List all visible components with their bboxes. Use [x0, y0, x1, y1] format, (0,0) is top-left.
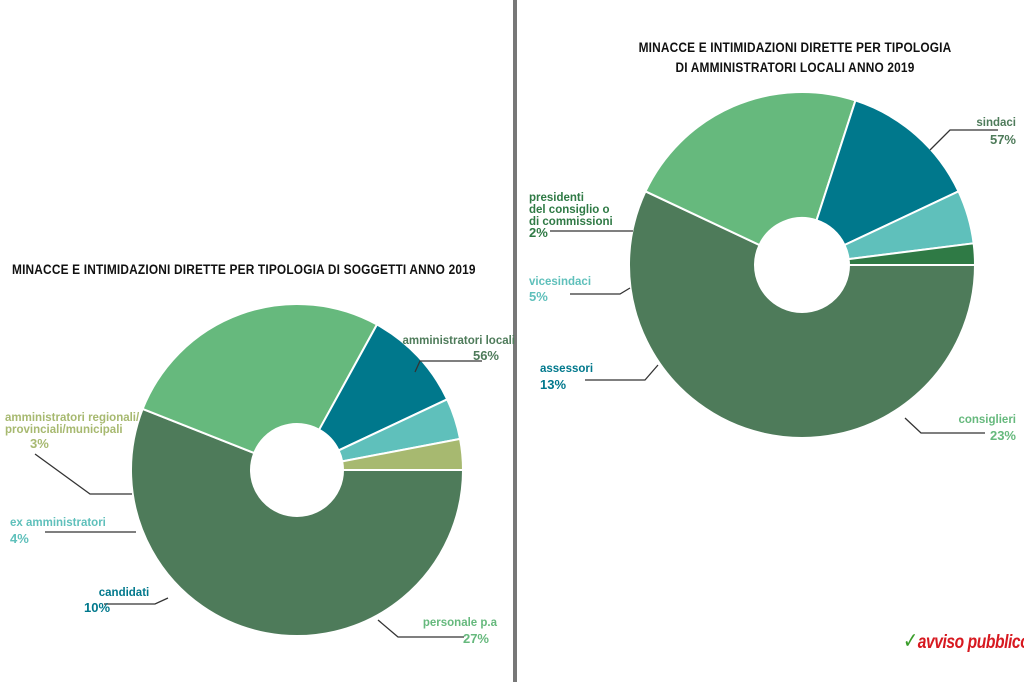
chart2-slice-5-name-line-3: di commissioni: [529, 216, 613, 228]
check-mark-icon: ✓: [903, 628, 918, 653]
chart2-slice-5-name-line-1: presidenti: [529, 192, 584, 204]
chart1-slice-1-value: 56%: [473, 348, 499, 363]
chart1-slice-2-value: 27%: [463, 631, 489, 646]
chart2-slice-2-value: 23%: [990, 428, 1016, 443]
chart2-title-line-2: DI AMMINISTRATORI LOCALI ANNO 2019: [675, 60, 915, 75]
panel-divider: [513, 0, 517, 682]
chart2-slice-3: [815, 99, 960, 247]
chart1-slice-1: [130, 407, 465, 637]
chart1-slice-2-name: personale p.a: [423, 617, 498, 629]
chart2-slice-2-name: consiglieri: [958, 414, 1016, 426]
chart2-slice-1: [628, 190, 977, 439]
chart2-slice-2: [644, 91, 857, 247]
chart1-slice-3-name: candidati: [99, 587, 149, 599]
chart1-leader-line-1: [414, 360, 482, 373]
chart2-slice-1-value: 57%: [990, 132, 1016, 147]
chart2-donut: [628, 91, 977, 439]
chart2-leader-line-2: [904, 417, 985, 434]
chart1-slice-5: [341, 437, 465, 471]
chart2-leader-line-4: [570, 287, 631, 295]
avviso-pubblico-logo: ✓avviso pubblico: [903, 628, 1024, 654]
chart2-slice-4-value: 5%: [529, 289, 548, 304]
chart1-slice-5-name-line-2: provinciali/municipali: [5, 424, 123, 436]
chart1-slice-5-value: 3%: [30, 436, 49, 451]
chart2-leader-line-1: [929, 129, 998, 151]
chart1-slice-1-name: amministratori locali: [403, 335, 515, 347]
chart1-slice-2: [141, 303, 379, 455]
chart1-slice-4-name: ex amministratori: [10, 517, 106, 529]
chart2-leader-line-3: [585, 364, 659, 381]
chart2-title: MINACCE E INTIMIDAZIONI DIRETTE PER TIPO…: [623, 38, 966, 78]
chart2-slice-5: [847, 242, 977, 266]
chart1-slice-4-value: 4%: [10, 531, 29, 546]
chart1-leader-line-3: [104, 597, 169, 605]
chart1-slice-5-name-line-1: amministratori regionali/: [5, 412, 140, 424]
chart1-slice-3-value: 10%: [84, 600, 110, 615]
chart1-leader-line-5: [34, 453, 132, 495]
chart2-slice-3-value: 13%: [540, 377, 566, 392]
chart1-donut: [130, 303, 465, 637]
chart2-title-line-1: MINACCE E INTIMIDAZIONI DIRETTE PER TIPO…: [638, 40, 952, 55]
chart1-leader-line-2: [377, 619, 464, 638]
chart2-slice-1-name: sindaci: [976, 117, 1016, 129]
chart1-title: MINACCE E INTIMIDAZIONI DIRETTE PER TIPO…: [12, 262, 476, 277]
chart2-slice-5-name-line-2: del consiglio o: [529, 204, 610, 216]
chart2-slice-5-value: 2%: [529, 225, 548, 240]
chart2-slice-3-name: assessori: [540, 363, 593, 375]
chart2-slice-4-name: vicesindaci: [529, 276, 591, 288]
logo-text: avviso pubblico: [917, 632, 1024, 653]
